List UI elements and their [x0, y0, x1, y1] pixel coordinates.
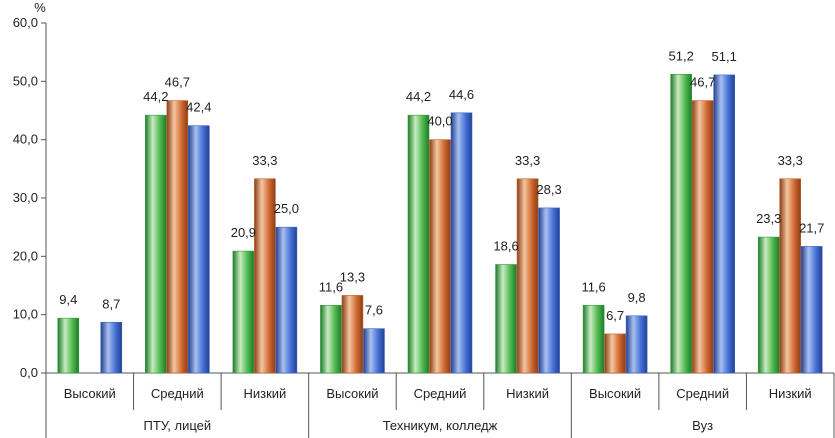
data-label: 13,3 — [340, 269, 365, 284]
y-unit-label: % — [34, 0, 46, 15]
data-label: 51,1 — [712, 49, 737, 64]
y-tick-label: 50,0 — [13, 73, 38, 88]
data-label: 7,6 — [365, 303, 383, 318]
data-label: 6,7 — [606, 308, 624, 323]
category-label: Средний — [414, 386, 467, 401]
y-tick-label: 10,0 — [13, 307, 38, 322]
bar — [450, 112, 473, 374]
category-label: Низкий — [243, 386, 286, 401]
data-label: 44,2 — [406, 89, 431, 104]
bar — [691, 100, 714, 374]
bar — [538, 207, 560, 374]
category-label: Средний — [676, 386, 729, 401]
bar — [582, 305, 605, 374]
category-label: Низкий — [769, 386, 812, 401]
bar — [166, 100, 189, 374]
bar — [757, 236, 780, 374]
data-label: 18,6 — [493, 239, 518, 254]
bar — [320, 305, 342, 374]
data-label: 44,2 — [143, 89, 168, 104]
y-tick-label: 30,0 — [13, 190, 38, 205]
group-label: Техникум, колледж — [383, 418, 498, 433]
category-label: Высокий — [64, 386, 116, 401]
data-label: 8,7 — [102, 296, 120, 311]
bar — [188, 125, 210, 374]
data-label: 23,3 — [756, 211, 781, 226]
data-label: 11,6 — [581, 279, 605, 294]
bar — [407, 114, 430, 374]
bar — [429, 139, 451, 374]
group-label: ПТУ, лицей — [143, 418, 211, 433]
y-tick-label: 40,0 — [13, 132, 38, 147]
bar — [779, 178, 802, 374]
group-label: Вуз — [692, 418, 713, 433]
data-label: 20,9 — [231, 225, 256, 240]
data-label: 46,7 — [690, 75, 715, 90]
bar — [275, 226, 298, 374]
bar — [800, 246, 823, 374]
data-label: 44,6 — [449, 87, 474, 102]
y-tick-label: 20,0 — [13, 248, 38, 263]
bar — [495, 264, 517, 374]
bar — [713, 74, 735, 374]
axes: 0,0 10,0 20,0 30,0 40,0 50,0 60,0 Высокий Средни… — [13, 15, 835, 438]
data-labels: 9,4 8,744,246,742,420,933,325,011,613,37,… — [59, 48, 824, 323]
bar — [100, 321, 123, 374]
bar — [363, 328, 385, 374]
data-label: 33,3 — [515, 153, 540, 168]
data-label: 28,3 — [536, 182, 561, 197]
data-label: 46,7 — [165, 75, 190, 90]
data-label: 40,0 — [427, 114, 452, 129]
y-tick-label: 0,0 — [20, 365, 38, 380]
bar — [604, 333, 626, 374]
data-label: 21,7 — [799, 220, 824, 235]
category-label: Средний — [151, 386, 204, 401]
bar — [254, 178, 276, 374]
data-label: 9,4 — [59, 292, 77, 307]
y-tick-label: 60,0 — [13, 15, 38, 30]
data-label: 51,2 — [669, 48, 694, 63]
bar — [341, 295, 364, 374]
bar — [670, 74, 692, 374]
bars — [57, 74, 823, 374]
data-label: 9,8 — [628, 290, 646, 305]
bar — [57, 317, 80, 374]
category-label: Низкий — [506, 386, 549, 401]
category-label: Высокий — [326, 386, 378, 401]
category-label: Высокий — [589, 386, 641, 401]
data-label: 33,3 — [252, 153, 277, 168]
data-label: 33,3 — [778, 153, 803, 168]
data-label: 25,0 — [274, 201, 299, 216]
bar — [516, 178, 539, 374]
data-label: 42,4 — [186, 100, 211, 115]
bar — [625, 315, 648, 374]
bar — [145, 114, 167, 374]
bar — [232, 250, 255, 374]
data-label: 11,6 — [319, 279, 343, 294]
